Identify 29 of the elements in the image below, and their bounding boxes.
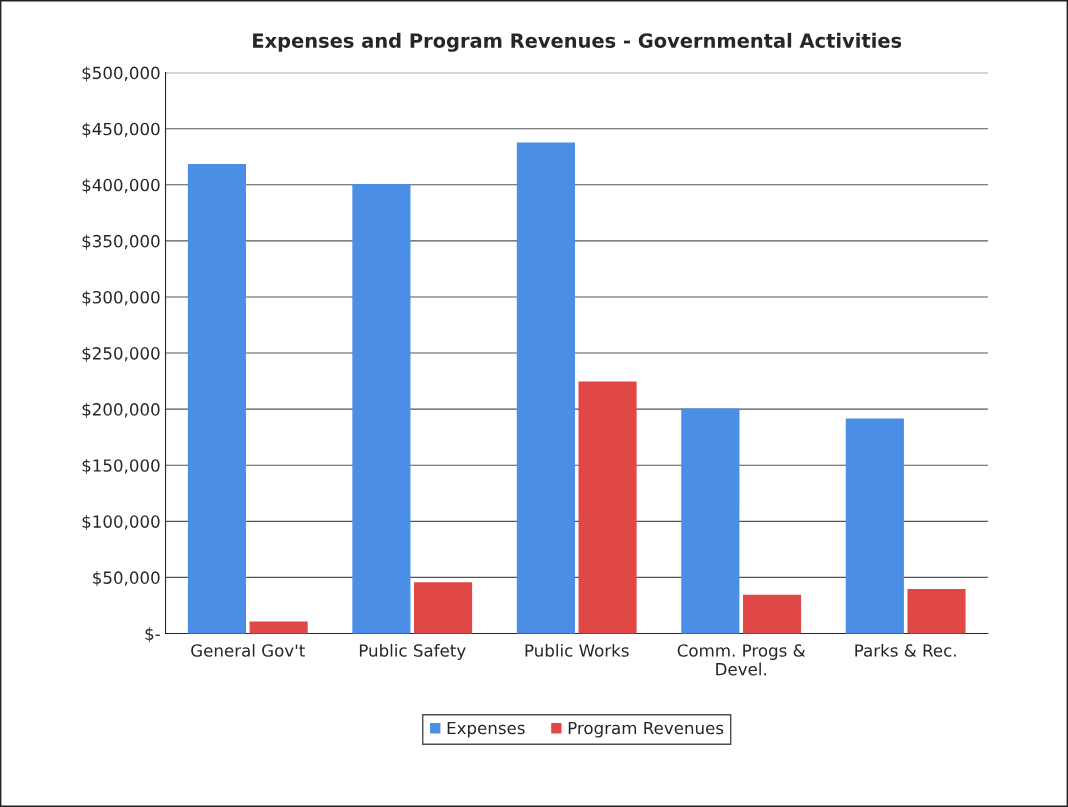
chart-title: Expenses and Program Revenues - Governmental Activities (253, 32, 902, 52)
y-tick-label: $350,000 (82, 234, 160, 250)
y-tick-label: $500,000 (82, 66, 160, 82)
y-tick-label: $250,000 (82, 346, 160, 362)
y-tick-label: $100,000 (82, 514, 160, 531)
x-tick-label: Public Works (525, 643, 629, 657)
x-tick-label: General Gov't (191, 643, 305, 657)
y-tick-label: $50,000 (93, 571, 160, 587)
x-tick-label: Parks & Rec. (855, 643, 956, 657)
y-tick-label: $300,000 (82, 290, 160, 306)
y-tick-label: $450,000 (82, 122, 160, 138)
bar (681, 408, 740, 634)
x-tick-label: Comm. Progs & Devel. (677, 644, 806, 676)
y-tick-label: $- (145, 627, 160, 643)
y-tick-label: $150,000 (82, 458, 160, 475)
bar (845, 418, 904, 634)
bar (578, 381, 637, 634)
bar (907, 589, 966, 634)
bar (414, 582, 473, 634)
y-tick-label: $400,000 (82, 178, 160, 194)
bar (742, 594, 802, 634)
bar (352, 184, 411, 634)
x-tick-label: Public Safety (359, 643, 466, 661)
legend-label: Expenses (447, 721, 525, 738)
legend-label: Program Revenues (568, 721, 724, 738)
bar (516, 142, 575, 634)
bar (187, 163, 247, 634)
bar (249, 621, 308, 634)
y-tick-label: $200,000 (82, 402, 160, 418)
